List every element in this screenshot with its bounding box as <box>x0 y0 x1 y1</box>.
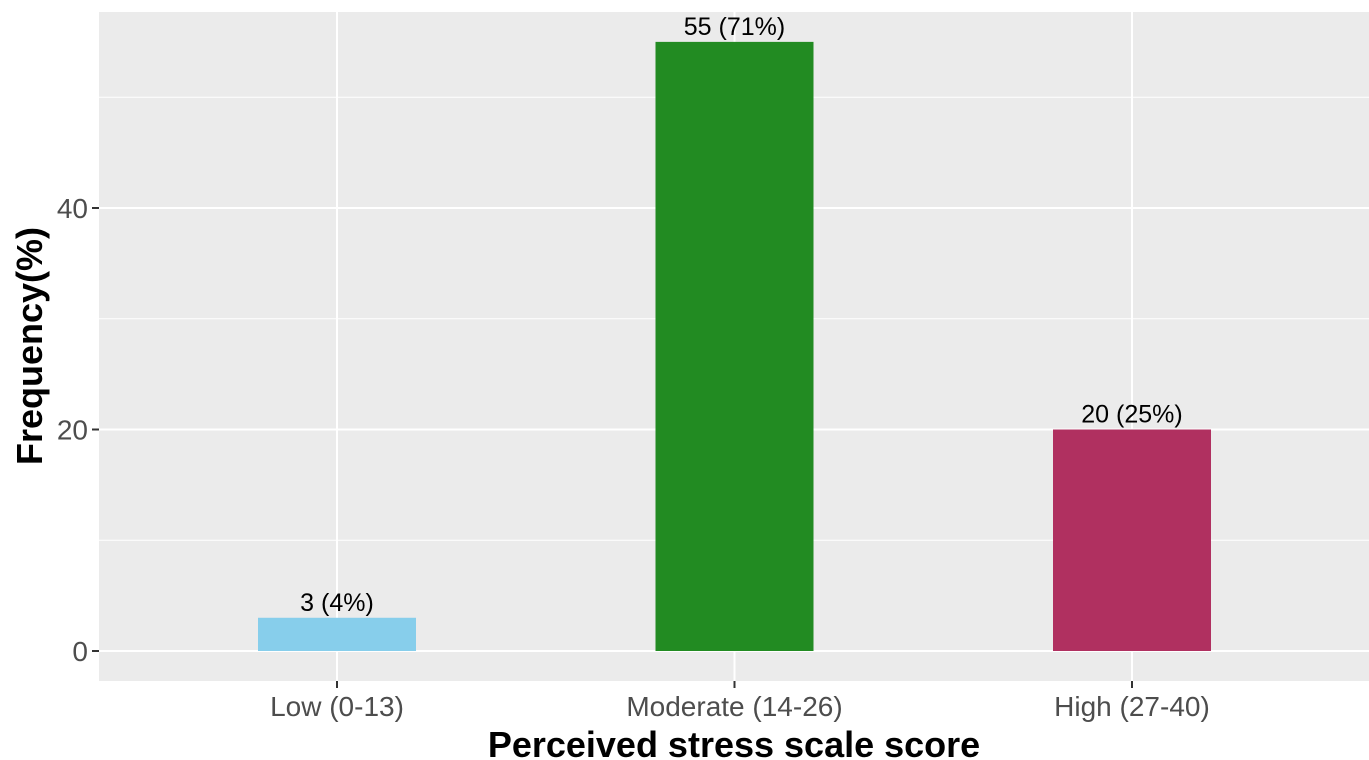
y-axis: 0 20 40 <box>57 193 99 667</box>
bars <box>258 41 1211 651</box>
bar <box>655 41 814 651</box>
bar <box>258 617 416 651</box>
x-axis-title: Perceived stress scale score <box>488 724 980 760</box>
x-tick-label: Moderate (14-26) <box>626 691 842 722</box>
y-axis-title: Frequency(%) <box>9 227 50 465</box>
bar <box>1053 429 1211 651</box>
bar-value-label: 55 (71%) <box>684 13 785 41</box>
y-tick-label: 0 <box>72 636 88 667</box>
bar-value-label: 3 (4%) <box>300 589 374 617</box>
x-axis: Low (0-13) Moderate (14-26) High (27-40) <box>270 681 1210 722</box>
bar-value-label: 20 (25%) <box>1081 401 1182 429</box>
x-tick-label: Low (0-13) <box>270 691 404 722</box>
y-tick-label: 20 <box>57 415 88 446</box>
bar-labels: 3 (4%) 55 (71%) 20 (25%) <box>300 13 1183 617</box>
y-tick-label: 40 <box>57 193 88 224</box>
x-tick-label: High (27-40) <box>1054 691 1210 722</box>
